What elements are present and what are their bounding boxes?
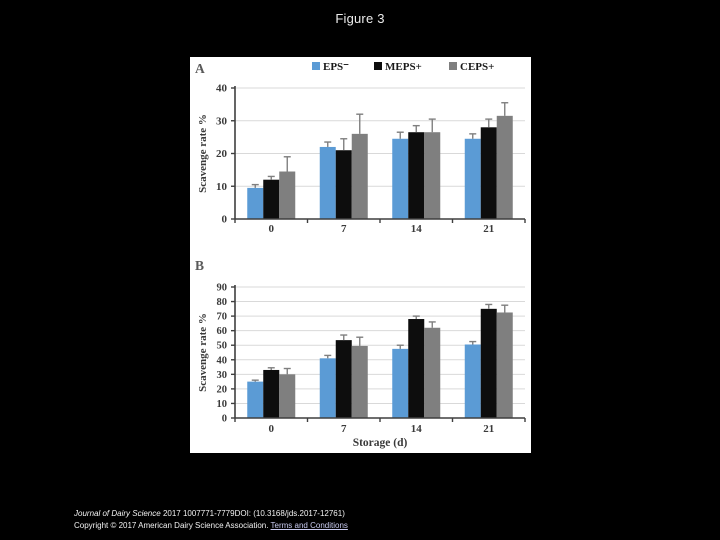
panel-letter: B [195, 258, 204, 273]
x-tick-label: 21 [483, 223, 494, 235]
bar [464, 138, 481, 219]
chart-panel-a: A 0 7 14 21 0 10 20 30 40 Scavenge rate % EPS⁻ MEPS+… [195, 61, 526, 235]
y-tick-label: 70 [217, 312, 228, 323]
y-tick-label: 20 [217, 384, 228, 395]
axes [231, 86, 526, 223]
bar [351, 345, 368, 418]
panel-letter: A [195, 61, 205, 76]
legend-label: MEPS+ [385, 61, 422, 73]
bar [408, 132, 425, 219]
bar [408, 319, 425, 418]
bars [247, 102, 513, 219]
bar [335, 340, 352, 418]
y-tick-label: 30 [216, 115, 228, 127]
y-tick-label: 40 [216, 83, 228, 95]
x-tick-label: 7 [341, 423, 347, 435]
citation-line1: Journal of Dairy Science 2017 1007771-77… [74, 508, 348, 520]
y-tick-label: 20 [216, 148, 228, 160]
bar [319, 358, 336, 418]
bar [424, 132, 441, 219]
bar [319, 146, 336, 219]
bar [392, 138, 409, 219]
bar [464, 344, 481, 418]
legend-swatch [449, 62, 457, 70]
x-axis-label: Storage (d) [353, 437, 408, 449]
figure-title: Figure 3 [335, 11, 385, 26]
bar [279, 171, 296, 219]
y-tick-label: 10 [216, 181, 228, 193]
x-tick-label: 21 [483, 423, 494, 435]
bar [247, 187, 264, 219]
y-tick-label: 30 [217, 370, 228, 381]
bar [279, 374, 296, 418]
bar [424, 327, 441, 418]
bar [480, 127, 497, 219]
x-tick-label: 0 [269, 223, 275, 235]
y-tick-label: 0 [222, 414, 227, 425]
terms-link[interactable]: Terms and Conditions [270, 521, 348, 530]
legend-swatch [312, 62, 320, 70]
bar [480, 308, 497, 418]
citation-line2: Copyright © 2017 American Dairy Science … [74, 520, 348, 532]
y-axis-label: Scavenge rate % [197, 114, 209, 193]
bar [496, 312, 513, 418]
copyright-text: Copyright © 2017 American Dairy Science … [74, 521, 271, 530]
bar [247, 381, 264, 418]
bar [351, 133, 368, 219]
chart-panel-b: B 0 7 14 21 0 10 20 30 40 50 60 70 80 90 Scavenge rate … [195, 258, 526, 449]
x-tick-label: 14 [411, 223, 423, 235]
bars [247, 303, 513, 418]
y-tick-label: 10 [217, 399, 228, 410]
y-tick-label: 40 [217, 355, 228, 366]
bar [263, 179, 280, 219]
bar [496, 115, 513, 219]
citation-reference: 2017 1007771-7779DOI: (10.3168/jds.2017-… [160, 509, 345, 518]
bar [392, 348, 409, 418]
legend: EPS⁻ MEPS+ CEPS+ [312, 61, 494, 73]
x-tick-label: 0 [269, 423, 275, 435]
bar [335, 150, 352, 219]
figure-panel: A 0 7 14 21 0 10 20 30 40 Scavenge rate % EPS⁻ MEPS+… [190, 57, 531, 453]
y-tick-label: 90 [217, 283, 228, 294]
x-tick-label: 7 [341, 223, 347, 235]
journal-name: Journal of Dairy Science [74, 509, 161, 518]
y-tick-label: 80 [217, 297, 228, 308]
y-tick-label: 50 [217, 341, 228, 352]
legend-swatch [374, 62, 382, 70]
bar [263, 369, 280, 418]
y-axis-label: Scavenge rate % [197, 313, 209, 392]
axes [231, 285, 526, 422]
x-tick-label: 14 [411, 423, 423, 435]
legend-label: CEPS+ [460, 61, 494, 73]
citation: Journal of Dairy Science 2017 1007771-77… [74, 508, 348, 532]
y-tick-label: 0 [222, 214, 228, 226]
legend-label: EPS⁻ [323, 61, 349, 73]
y-tick-label: 60 [217, 326, 228, 337]
